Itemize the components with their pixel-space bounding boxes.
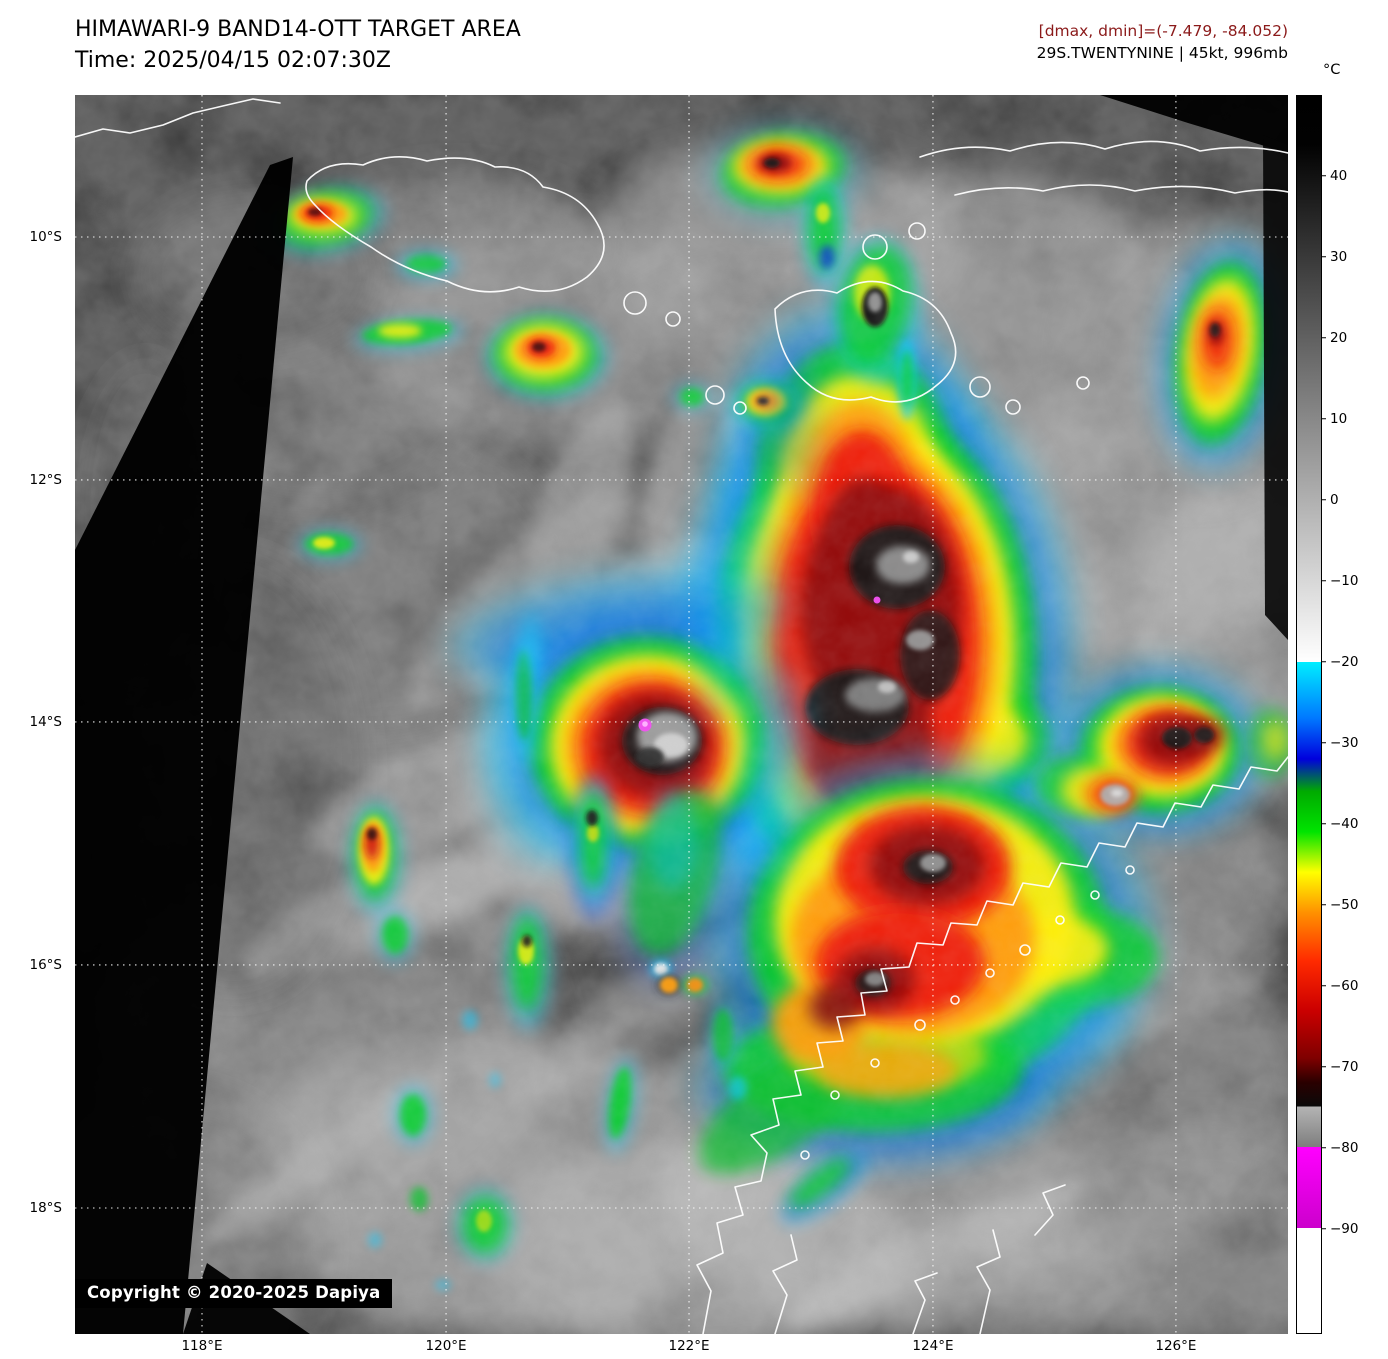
colorbar-tick-label: −90 [1330,1220,1359,1237]
grid-lines [75,95,1288,1334]
colorbar-tick-mark [1321,904,1326,906]
header: HIMAWARI-9 BAND14-OTT TARGET AREA Time: … [75,14,521,76]
colorbar-tick-label: 0 [1330,491,1339,508]
colorbar-tick-label: −50 [1330,896,1359,913]
colorbar-tick-label: 40 [1330,167,1348,184]
colorbar-tick-mark [1321,499,1326,501]
lon-tick-label: 126°E [1155,1338,1197,1354]
colorbar-tick-mark [1321,742,1326,744]
colorbar-tick-label: 30 [1330,248,1348,265]
lat-tick-label: 18°S [29,1199,63,1216]
cold-pixel-marker [873,596,881,604]
copyright-badge: Copyright © 2020-2025 Dapiya [75,1279,393,1308]
lat-tick-label: 12°S [29,471,63,488]
lon-tick-label: 122°E [668,1338,710,1354]
colorbar: °C 40 30 20 10 0 −10 −20 −30 −40 −50 −60 −70 −80 −90 [1296,62,1388,1334]
colorbar-tick-mark [1321,1066,1326,1068]
storm-markers [638,596,881,732]
colorbar-tick-mark [1321,418,1326,420]
colorbar-tick-label: −70 [1330,1058,1359,1075]
colorbar-tick-mark [1321,175,1326,177]
colorbar-tick-label: −30 [1330,734,1359,751]
colorbar-tick-mark [1321,661,1326,663]
colorbar-tick-label: −60 [1330,977,1359,994]
storm-info: 29S.TWENTYNINE | 45kt, 996mb [1036,44,1288,62]
colorbar-ticks: 40 30 20 10 0 −10 −20 −30 −40 −50 −60 −70 −80 −90 [1296,95,1388,1334]
colorbar-tick-mark [1321,823,1326,825]
colorbar-tick-mark [1321,580,1326,582]
colorbar-tick-mark [1321,985,1326,987]
satellite-image [75,95,1288,1334]
colorbar-unit-label: °C [1323,62,1341,78]
colorbar-tick-label: 10 [1330,410,1348,427]
lat-tick-label: 10°S [29,228,63,245]
annotation-block: [dmax, dmin]=(-7.479, -84.052) 29S.TWENT… [1037,20,1288,64]
colorbar-tick-label: 20 [1330,329,1348,346]
colorbar-gradient [1296,95,1322,1334]
colorbar-tick-label: −40 [1330,815,1359,832]
lat-tick-label: 14°S [29,713,63,730]
lon-tick-label: 124°E [912,1338,954,1354]
colorbar-tick-label: −80 [1330,1139,1359,1156]
colorbar-tick-mark [1321,1146,1326,1149]
dmax-dmin-annotation: [dmax, dmin]=(-7.479, -84.052) [1038,22,1288,40]
storm-center-marker-core [642,721,648,727]
colorbar-tick-mark [1321,337,1326,339]
lon-tick-label: 118°E [181,1338,223,1354]
page-title: HIMAWARI-9 BAND14-OTT TARGET AREA [75,17,521,42]
lon-tick-label: 120°E [425,1338,467,1354]
colorbar-tick-label: −20 [1330,653,1359,670]
satellite-map: Copyright © 2020-2025 Dapiya [75,95,1288,1334]
lat-axis: 10°S 12°S 14°S 16°S 18°S [0,95,69,1334]
colorbar-tick-mark [1321,256,1326,258]
coastlines [75,98,1288,1334]
timestamp: Time: 2025/04/15 02:07:30Z [75,48,391,73]
colorbar-tick-mark [1321,1227,1326,1230]
colorbar-tick-label: −10 [1330,572,1359,589]
lon-axis: 118°E 120°E 122°E 124°E 126°E [75,1336,1288,1358]
lat-tick-label: 16°S [29,956,63,973]
